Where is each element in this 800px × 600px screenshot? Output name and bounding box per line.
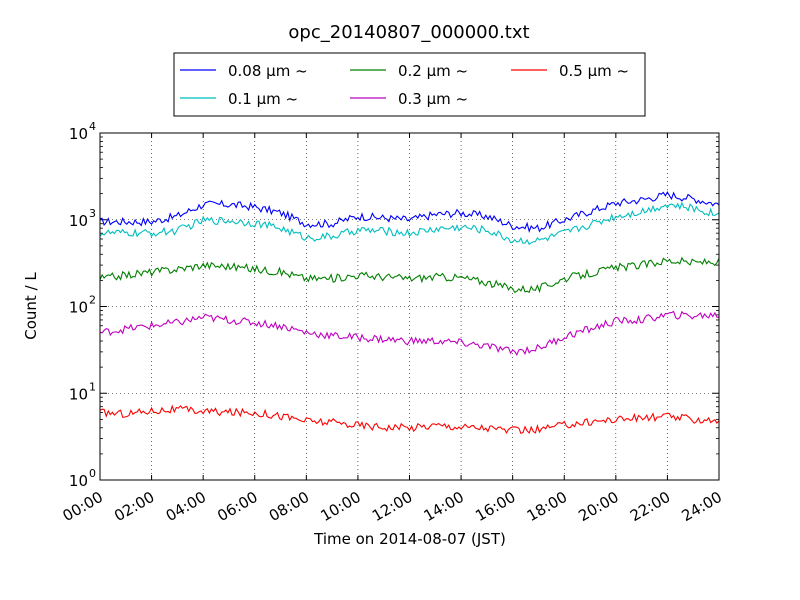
legend-label: 0.1 μm ~ (228, 90, 298, 108)
y-tick-exponent: 0 (89, 467, 96, 480)
legend-label: 0.08 μm ~ (228, 62, 308, 80)
y-tick-exponent: 3 (89, 207, 96, 220)
x-tick-label: 04:00 (163, 488, 209, 525)
x-tick-label: 20:00 (575, 488, 621, 525)
x-tick-label: 24:00 (679, 488, 725, 525)
legend-label: 0.2 μm ~ (398, 62, 468, 80)
plot-area (100, 133, 719, 480)
y-axis-label: Count / L (22, 272, 40, 340)
x-tick-label: 10:00 (317, 488, 363, 525)
x-tick-label: 06:00 (214, 488, 260, 525)
y-tick-base: 10 (69, 125, 88, 143)
legend-label: 0.3 μm ~ (398, 90, 468, 108)
series-line (99, 404, 720, 435)
x-tick-labels: 00:00 02:00 04:00 06:00 08:00 10:00 12:00 14:00… (60, 488, 725, 525)
legend-entry: 0.08 μm ~ (180, 62, 308, 80)
legend-label: 0.5 μm ~ (559, 62, 629, 80)
plot-frame (99, 132, 720, 481)
series-lines (99, 190, 720, 435)
legend-entry: 0.2 μm ~ (350, 62, 468, 80)
legend-entry: 0.1 μm ~ (180, 90, 298, 108)
y-tick-label: 10 2 (69, 294, 96, 317)
legend-box (173, 52, 646, 117)
y-tick-label: 10 4 (69, 120, 96, 143)
x-tick-label: 18:00 (524, 488, 570, 525)
x-tick-label: 02:00 (111, 488, 157, 525)
x-tick-label: 12:00 (369, 488, 415, 525)
series-line (99, 190, 720, 233)
y-tick-base: 10 (69, 385, 88, 403)
y-tick-base: 10 (69, 472, 88, 490)
y-tick-exponent: 4 (89, 120, 96, 133)
y-tick-base: 10 (69, 299, 88, 317)
y-tick-label: 10 3 (69, 207, 96, 230)
y-tick-exponent: 1 (89, 380, 96, 393)
legend-entry: 0.3 μm ~ (350, 90, 468, 108)
series-line (99, 256, 720, 294)
x-tick-label: 16:00 (472, 488, 518, 525)
legend-entry: 0.5 μm ~ (511, 62, 629, 80)
chart-title: opc_20140807_000000.txt (288, 22, 529, 43)
y-tick-exponent: 2 (89, 294, 96, 307)
x-tick-label: 08:00 (266, 488, 312, 525)
x-tick-label: 00:00 (60, 488, 106, 525)
y-tick-label: 10 0 (69, 467, 96, 490)
x-tick-label: 22:00 (627, 488, 673, 525)
series-line (99, 310, 720, 356)
x-tick-label: 14:00 (421, 488, 467, 525)
y-tick-label: 10 1 (69, 380, 96, 403)
series-line (99, 201, 720, 246)
x-axis-label: Time on 2014-08-07 (JST) (313, 530, 506, 548)
legend: 0.08 μm ~ 0.1 μm ~ 0.2 μm ~ 0.3 μm ~ 0.5 μm … (173, 52, 646, 117)
y-tick-base: 10 (69, 212, 88, 230)
